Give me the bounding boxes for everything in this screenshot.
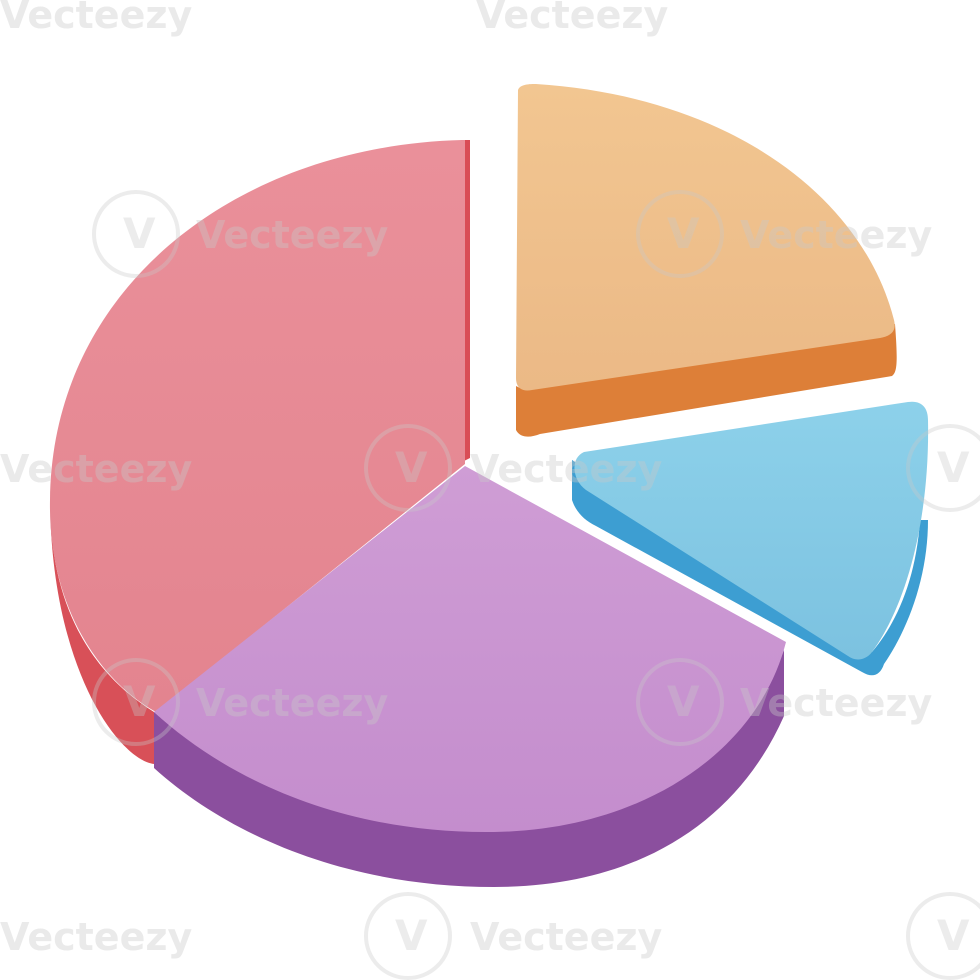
svg-text:V: V (123, 677, 156, 726)
svg-text:V: V (667, 677, 700, 726)
vecteezy-v-icon (92, 190, 180, 278)
watermark-row-1: V Vecteezy V Vecteezy (92, 190, 932, 278)
orange-slice-top (516, 84, 895, 391)
watermark-text: Vecteezy (740, 681, 932, 725)
vecteezy-v-icon (364, 424, 452, 512)
orange-slice (516, 84, 897, 437)
purple-slice-side (154, 650, 784, 887)
svg-text:V: V (937, 443, 970, 492)
purple-slice-top (154, 466, 786, 833)
watermark-text: Vecteezy (476, 0, 668, 37)
watermark-text: Vecteezy (740, 213, 932, 257)
vecteezy-v-icon (364, 892, 452, 980)
orange-slice-side (516, 324, 897, 437)
blue-slice-top (574, 401, 929, 660)
watermark-row-3: V Vecteezy V Vecteezy (92, 658, 932, 746)
svg-text:V: V (395, 911, 428, 960)
watermark-text: Vecteezy (196, 213, 388, 257)
svg-text:V: V (937, 911, 970, 960)
vecteezy-v-icon (92, 658, 180, 746)
vecteezy-v-icon (906, 424, 980, 512)
watermark-text: Vecteezy (470, 447, 662, 491)
watermark-row-2: Vecteezy V Vecteezy V (0, 424, 980, 512)
watermark-text: Vecteezy (196, 681, 388, 725)
watermark-row-top: Vecteezy Vecteezy (0, 0, 668, 37)
red-slice (49, 140, 470, 764)
red-slice-side (50, 495, 154, 764)
watermark-text: Vecteezy (470, 915, 662, 959)
purple-slice (154, 466, 786, 887)
blue-slice (572, 401, 929, 676)
watermark-text: Vecteezy (0, 915, 192, 959)
svg-text:V: V (395, 443, 428, 492)
watermark-text: Vecteezy (0, 447, 192, 491)
watermark-text: Vecteezy (0, 0, 192, 37)
svg-text:V: V (123, 209, 156, 258)
vecteezy-v-icon (906, 892, 980, 980)
red-slice-top (49, 140, 466, 712)
vecteezy-v-icon (636, 658, 724, 746)
vecteezy-v-icon (636, 190, 724, 278)
watermark-row-bottom: Vecteezy V Vecteezy V (0, 892, 980, 980)
svg-text:V: V (667, 209, 700, 258)
